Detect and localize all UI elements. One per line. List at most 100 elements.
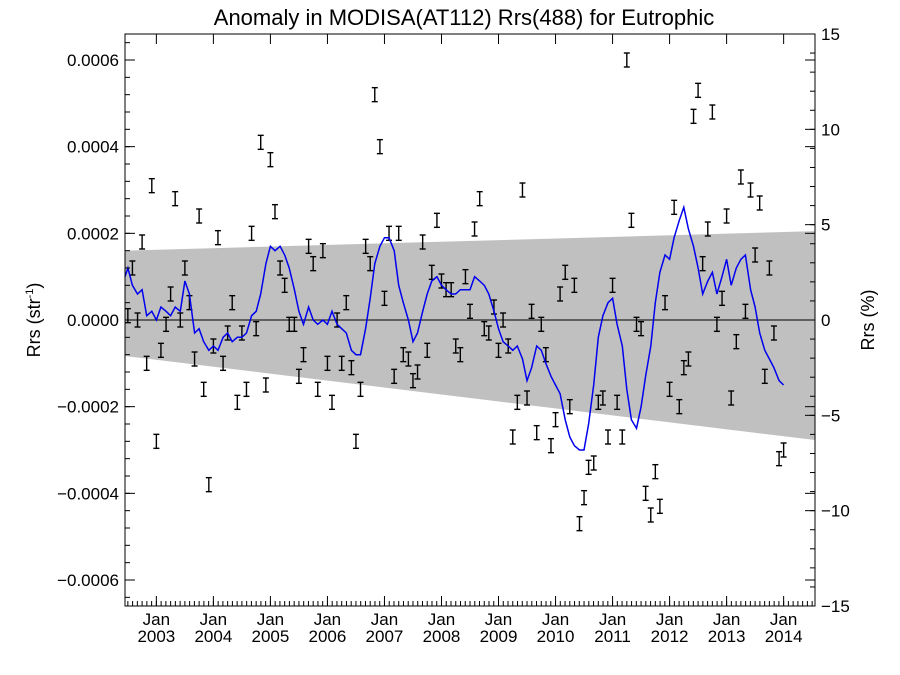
x-tick-label-month: Jan [713, 610, 740, 629]
y-axis-label-left-end: ) [24, 283, 44, 289]
errorbar-point [305, 238, 312, 255]
y-axis-label-right: Rrs (%) [858, 290, 878, 351]
x-tick-label-year: 2004 [194, 627, 232, 646]
y2-tick-label: −10 [821, 502, 850, 521]
y2-tick-label: 10 [821, 120, 840, 139]
errorbar-point [719, 290, 726, 307]
errorbar-point [609, 277, 616, 294]
errorbar-point [367, 255, 374, 272]
errorbar-point [552, 411, 559, 428]
errorbar-point [291, 316, 298, 333]
x-tick-label-year: 2003 [137, 627, 175, 646]
errorbar-point [562, 264, 569, 281]
axes: −0.0006 −0.0004 −0.0002 0.0000 0.0002 0.0004 0… [57, 25, 850, 646]
errorbar-point [671, 199, 678, 216]
y2-tick-label: 0 [821, 311, 830, 330]
errorbar-point [547, 437, 554, 454]
errorbar-point [752, 247, 759, 263]
x-tick-label-year: 2014 [765, 627, 803, 646]
errorbar-point [533, 424, 540, 441]
smoothed-anomaly-path [124, 204, 785, 451]
y-axis-label-left-sup: -1 [24, 289, 36, 299]
errorbar-point [172, 190, 179, 207]
y-tick-label-left: 0.0006 [67, 51, 119, 70]
errorbar-point [153, 433, 160, 450]
errorbar-point [652, 463, 659, 480]
x-tick-label-month: Jan [257, 610, 284, 629]
errorbar-point [780, 442, 787, 458]
errorbar-point [343, 294, 350, 311]
y-tick-label-left: 0.0004 [67, 138, 119, 157]
errorbar-point [163, 316, 170, 333]
errorbar-point [433, 212, 440, 229]
errorbar-point [481, 320, 488, 337]
errorbar-point [191, 351, 198, 367]
errorbar-point [538, 316, 545, 333]
errorbar-point [357, 381, 364, 398]
x-tick-label-month: Jan [770, 610, 797, 629]
errorbar-point [177, 312, 184, 328]
errorbar-point [271, 203, 278, 220]
errorbar-point [457, 346, 464, 363]
errorbar-point [581, 489, 588, 506]
errorbar-point [295, 368, 302, 385]
errorbar-point [381, 290, 388, 307]
errorbar-point [704, 221, 711, 237]
errorbar-point [471, 221, 478, 237]
errorbar-point [519, 182, 526, 198]
errorbar-point [243, 381, 250, 398]
x-tick-label-month: Jan [314, 610, 341, 629]
y-tick-label-left: −0.0006 [57, 571, 119, 590]
errorbar-point [391, 368, 398, 385]
errorbar-point [695, 82, 702, 99]
errorbar-point [314, 381, 321, 398]
errorbar-point [376, 138, 383, 155]
errorbar-point [713, 316, 720, 333]
errorbar-point [742, 303, 749, 320]
errorbar-point [761, 368, 768, 385]
errorbar-point [623, 52, 630, 68]
errorbar-point [723, 208, 730, 224]
errorbar-point [476, 190, 483, 207]
errorbar-point [690, 108, 697, 125]
errorbar-point [348, 359, 355, 376]
x-tick-label-year: 2013 [708, 627, 746, 646]
x-tick-label-year: 2007 [366, 627, 404, 646]
errorbar-point [362, 238, 369, 255]
y2-tick-label: −15 [821, 597, 850, 616]
errorbar-point [234, 394, 241, 411]
errorbar-point [281, 277, 288, 294]
x-tick-label-year: 2011 [594, 627, 631, 646]
errorbar-series [124, 52, 787, 532]
errorbar-point [253, 320, 260, 337]
errorbar-point [220, 355, 227, 372]
errorbar-point [666, 381, 673, 398]
x-tick-label-year: 2012 [651, 627, 689, 646]
errorbar-point [205, 476, 212, 493]
errorbar-point [257, 134, 264, 151]
errorbar-point [747, 182, 754, 198]
errorbar-point [267, 151, 274, 168]
errorbar-point [528, 303, 535, 320]
errorbar-point [467, 303, 473, 320]
errorbar-point [662, 294, 669, 311]
errorbar-point [200, 381, 207, 398]
x-tick-label-month: Jan [542, 610, 569, 629]
errorbar-point [352, 433, 359, 450]
y-tick-label-left: 0.0002 [67, 224, 119, 243]
errorbar-point [319, 242, 326, 259]
x-tick-label-month: Jan [371, 610, 398, 629]
errorbar-point [614, 394, 621, 411]
errorbar-point [400, 346, 407, 363]
y-axis-label-left: Rrs (str-1) [24, 283, 44, 358]
x-tick-label-year: 2005 [251, 627, 289, 646]
x-tick-label-month: Jan [428, 610, 455, 629]
x-tick-label-month: Jan [143, 610, 170, 629]
errorbar-point [709, 104, 716, 120]
errorbar-point [576, 515, 583, 532]
uncertainty-band-area [125, 231, 815, 441]
x-tick-label-month: Jan [485, 610, 512, 629]
errorbar-point [300, 346, 307, 363]
x-tick-label-month: Jan [200, 610, 227, 629]
